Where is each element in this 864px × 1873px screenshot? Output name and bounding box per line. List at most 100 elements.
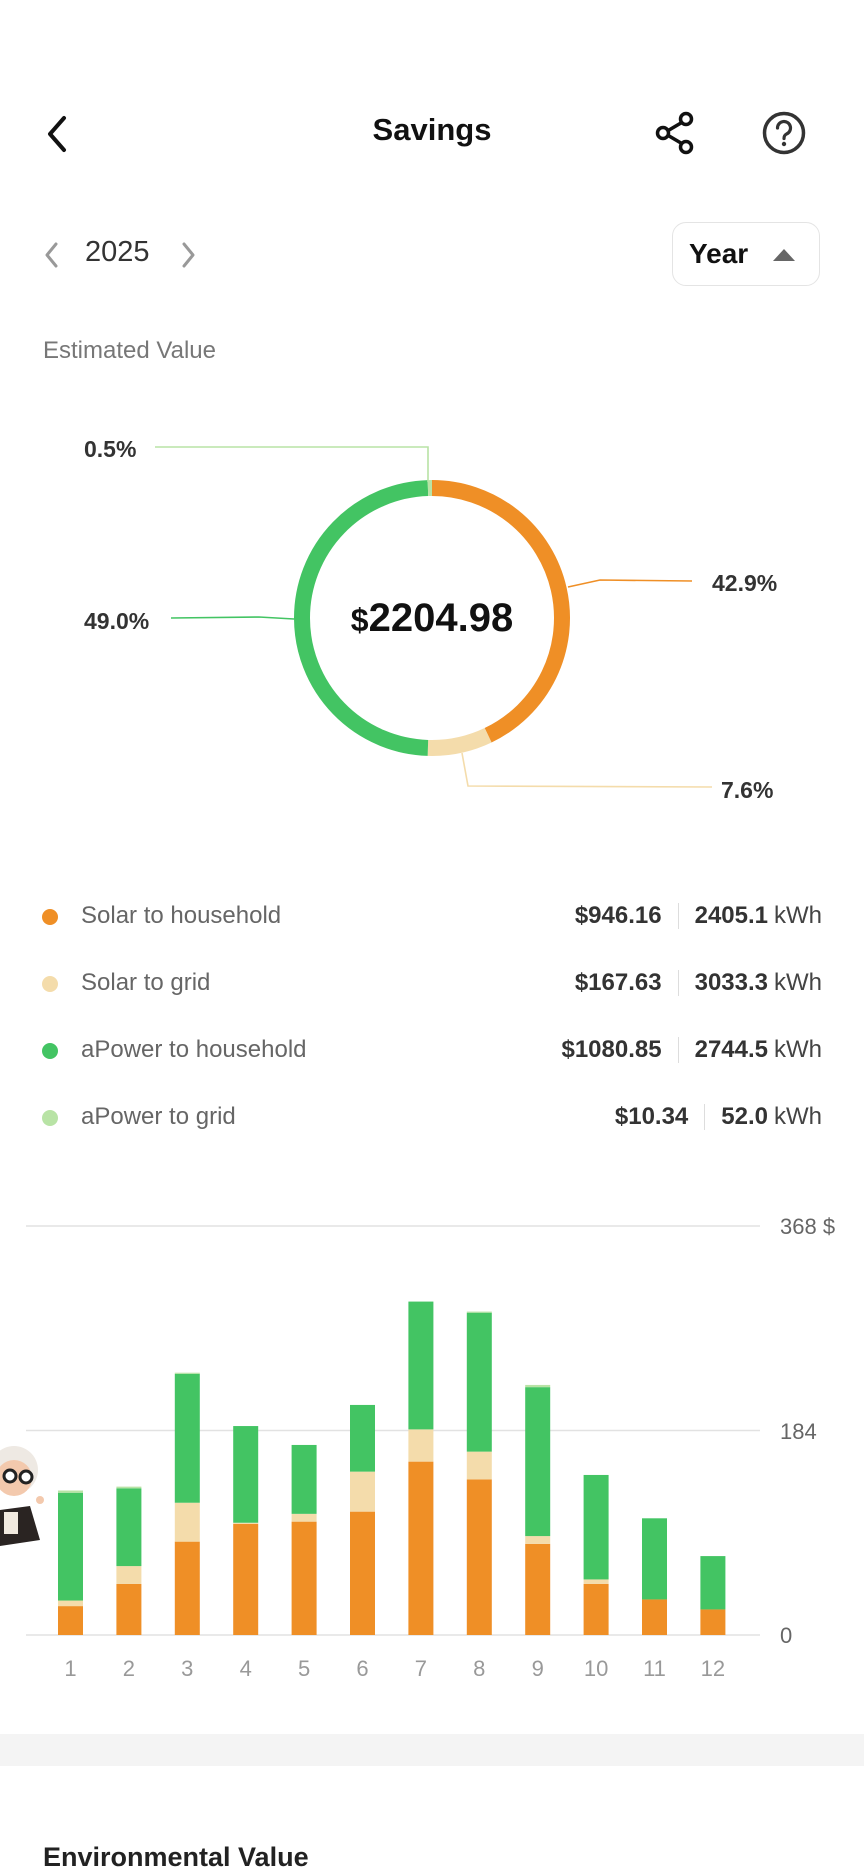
legend-money: $946.16 xyxy=(575,902,662,930)
x-tick-label: 11 xyxy=(635,1656,675,1682)
bar-segment-apower-to-household[interactable] xyxy=(233,1426,258,1523)
bar-segment-solar-to-household[interactable] xyxy=(584,1584,609,1635)
bar-segment-apower-to-household[interactable] xyxy=(467,1313,492,1452)
bar-segment-solar-to-grid[interactable] xyxy=(292,1514,317,1522)
bar-segment-solar-to-grid[interactable] xyxy=(58,1601,83,1607)
legend-money: $10.34 xyxy=(615,1103,688,1131)
bar-segment-solar-to-household[interactable] xyxy=(116,1584,141,1635)
bar-segment-apower-to-grid[interactable] xyxy=(525,1385,550,1387)
year-label: 2025 xyxy=(85,236,150,269)
environmental-value-heading: Environmental Value xyxy=(43,1842,309,1873)
legend-label: Solar to household xyxy=(81,902,281,930)
x-tick-label: 2 xyxy=(109,1656,149,1682)
pct-label-solar-household: 42.9% xyxy=(712,570,777,597)
legend-money: $1080.85 xyxy=(561,1036,661,1064)
pct-label-apower-household: 49.0% xyxy=(84,608,149,635)
section-divider xyxy=(0,1734,864,1766)
currency-symbol: $ xyxy=(351,602,369,638)
legend-energy: 2405.1 xyxy=(695,902,768,930)
bar-segment-solar-to-household[interactable] xyxy=(58,1606,83,1635)
bar-segment-solar-to-grid[interactable] xyxy=(408,1429,433,1461)
bar-segment-apower-to-grid[interactable] xyxy=(467,1312,492,1313)
previous-year-icon[interactable] xyxy=(40,240,64,270)
y-tick-label: 0 xyxy=(780,1623,792,1649)
bar-segment-solar-to-household[interactable] xyxy=(700,1609,725,1635)
bar-segment-solar-to-grid[interactable] xyxy=(584,1579,609,1583)
bar-segment-solar-to-grid[interactable] xyxy=(467,1452,492,1480)
pct-label-apower-grid: 0.5% xyxy=(84,436,136,463)
bar-segment-solar-to-household[interactable] xyxy=(525,1544,550,1635)
leader-line-apower-to-grid xyxy=(155,447,428,482)
bar-segment-solar-to-grid[interactable] xyxy=(116,1566,141,1584)
legend-dot-icon xyxy=(42,909,58,925)
period-mode-dropdown[interactable]: Year xyxy=(672,222,820,286)
legend-unit: kWh xyxy=(774,969,822,997)
help-icon[interactable] xyxy=(761,110,807,156)
pct-label-solar-grid: 7.6% xyxy=(721,777,773,804)
next-year-icon[interactable] xyxy=(176,240,200,270)
x-tick-label: 8 xyxy=(459,1656,499,1682)
monthly-savings-bar-chart xyxy=(0,1200,864,1720)
bar-segment-solar-to-grid[interactable] xyxy=(233,1523,258,1524)
leader-line-apower-to-household xyxy=(171,617,294,619)
legend-label: Solar to grid xyxy=(81,969,210,997)
leader-line-solar-to-grid xyxy=(462,753,712,787)
bar-segment-solar-to-grid[interactable] xyxy=(525,1536,550,1544)
legend-money: $167.63 xyxy=(575,969,662,997)
period-mode-label: Year xyxy=(689,238,748,270)
page-title: Savings xyxy=(0,112,864,148)
x-tick-label: 10 xyxy=(576,1656,616,1682)
bar-segment-apower-to-household[interactable] xyxy=(525,1387,550,1536)
bar-segment-apower-to-household[interactable] xyxy=(642,1518,667,1599)
bar-segment-apower-to-grid[interactable] xyxy=(116,1487,141,1489)
bar-segment-solar-to-household[interactable] xyxy=(467,1479,492,1635)
caret-up-icon xyxy=(773,249,795,261)
x-tick-label: 5 xyxy=(284,1656,324,1682)
bar-segment-solar-to-household[interactable] xyxy=(642,1599,667,1635)
bar-segment-apower-to-household[interactable] xyxy=(58,1493,83,1601)
x-tick-label: 7 xyxy=(401,1656,441,1682)
bar-segment-solar-to-grid[interactable] xyxy=(175,1503,200,1542)
divider xyxy=(678,970,679,996)
total-value: $2204.98 xyxy=(282,596,582,641)
divider xyxy=(704,1104,705,1130)
divider xyxy=(678,1037,679,1063)
x-tick-label: 6 xyxy=(343,1656,383,1682)
bar-segment-apower-to-household[interactable] xyxy=(175,1374,200,1503)
x-tick-label: 3 xyxy=(167,1656,207,1682)
bar-segment-apower-to-household[interactable] xyxy=(408,1302,433,1430)
legend-dot-icon xyxy=(42,1043,58,1059)
legend-energy: 52.0 xyxy=(721,1103,768,1131)
total-amount: 2204.98 xyxy=(369,596,514,640)
bar-segment-apower-to-household[interactable] xyxy=(350,1405,375,1472)
legend-unit: kWh xyxy=(774,1103,822,1131)
legend-label: aPower to grid xyxy=(81,1103,236,1131)
bar-segment-solar-to-household[interactable] xyxy=(408,1462,433,1635)
bar-segment-apower-to-grid[interactable] xyxy=(58,1491,83,1493)
bar-segment-solar-to-grid[interactable] xyxy=(350,1472,375,1512)
bar-segment-apower-to-household[interactable] xyxy=(584,1475,609,1579)
x-tick-label: 4 xyxy=(226,1656,266,1682)
legend-energy: 2744.5 xyxy=(695,1036,768,1064)
divider xyxy=(678,903,679,929)
bar-segment-apower-to-household[interactable] xyxy=(700,1556,725,1609)
bar-segment-solar-to-household[interactable] xyxy=(233,1524,258,1635)
bar-segment-apower-to-grid[interactable] xyxy=(175,1373,200,1374)
mascot-assistant-icon[interactable] xyxy=(0,1440,50,1546)
bar-segment-solar-to-household[interactable] xyxy=(350,1512,375,1635)
share-icon[interactable] xyxy=(652,110,698,156)
bar-segment-apower-to-household[interactable] xyxy=(292,1445,317,1514)
legend-energy: 3033.3 xyxy=(695,969,768,997)
x-tick-label: 9 xyxy=(518,1656,558,1682)
donut-slice-solar-to-grid xyxy=(428,735,488,748)
leader-line-solar-to-household xyxy=(568,580,692,587)
bar-segment-solar-to-household[interactable] xyxy=(292,1522,317,1635)
bar-segment-solar-to-household[interactable] xyxy=(175,1542,200,1635)
bar-segment-apower-to-household[interactable] xyxy=(116,1488,141,1566)
